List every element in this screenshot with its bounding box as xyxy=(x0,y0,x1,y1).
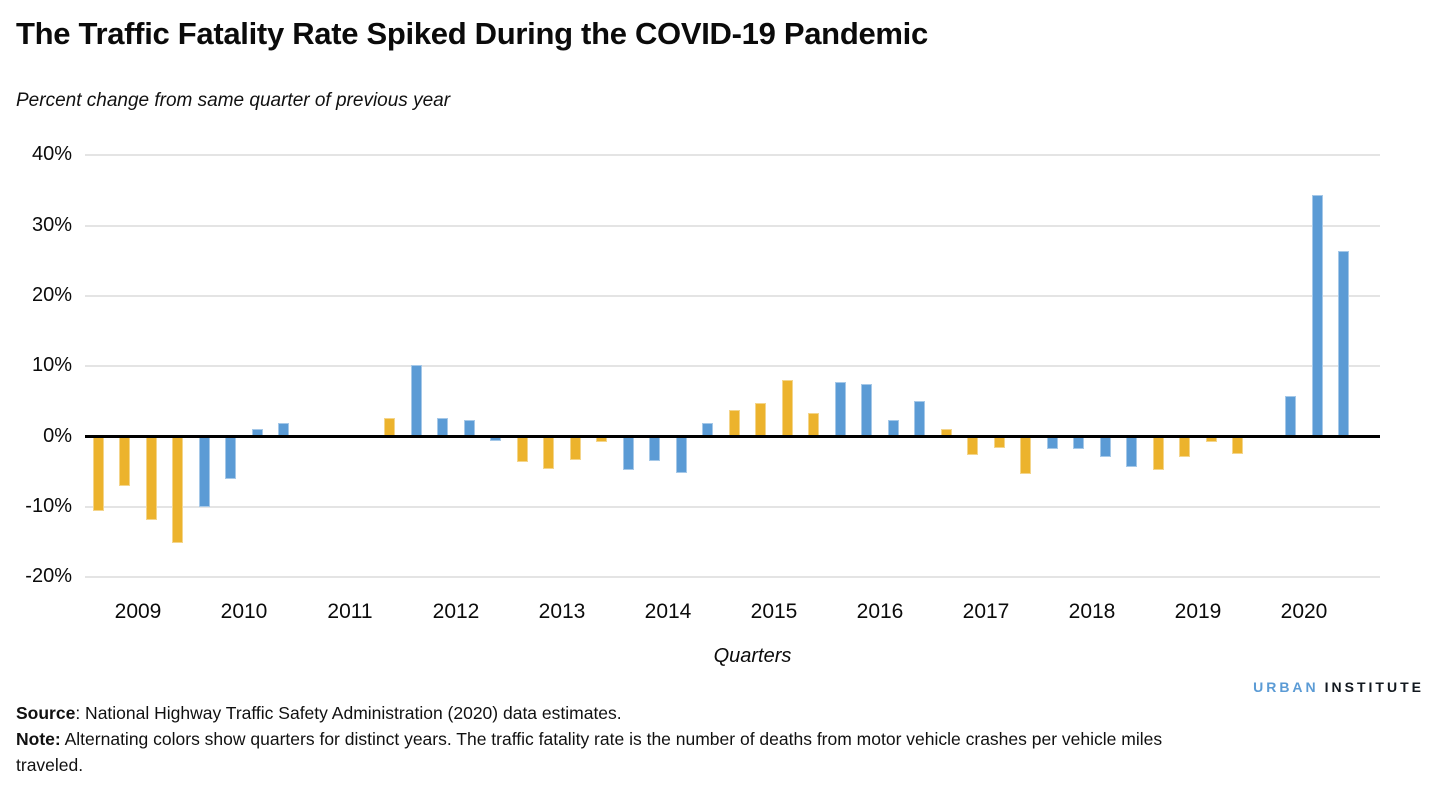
bar-2009-q2 xyxy=(119,436,131,487)
footer-notes: Source: National Highway Traffic Safety … xyxy=(16,700,1231,778)
bar-2020-q3 xyxy=(1311,195,1323,437)
bar-2011-q4 xyxy=(384,417,396,437)
bar-2013-q3 xyxy=(569,436,581,461)
x-axis-title: Quarters xyxy=(713,645,792,667)
gridline-30 xyxy=(85,224,1380,227)
bar-2020-q2 xyxy=(1285,395,1297,437)
x-axis-year-2011: 2011 xyxy=(327,600,373,623)
bar-2018-q4 xyxy=(1126,436,1138,467)
bar-2009-q4 xyxy=(172,436,184,543)
bar-2019-q1 xyxy=(1152,436,1164,470)
gridline-10 xyxy=(85,365,1380,368)
gridline-40 xyxy=(85,154,1380,157)
x-axis-year-2016: 2016 xyxy=(856,600,904,623)
bar-2015-q4 xyxy=(808,413,820,437)
y-axis-tick-0: 0% xyxy=(43,424,72,447)
x-axis-year-2019: 2019 xyxy=(1174,600,1222,623)
x-axis-year-2010: 2010 xyxy=(220,600,268,623)
bar-2010-q1 xyxy=(198,436,210,507)
bar-2012-q1 xyxy=(410,365,422,437)
x-axis-year-2014: 2014 xyxy=(644,600,692,623)
y-axis-tick-10: 10% xyxy=(31,354,72,377)
y-axis-tick-20: 20% xyxy=(31,283,72,306)
bar-2009-q3 xyxy=(145,436,157,521)
x-axis-year-2015: 2015 xyxy=(750,600,798,623)
source-line: Source: National Highway Traffic Safety … xyxy=(16,700,1231,726)
urban-institute-logo: URBAN INSTITUTE xyxy=(1253,679,1424,695)
bar-2016-q1 xyxy=(834,382,846,437)
bar-2013-q1 xyxy=(516,436,528,462)
chart-title: The Traffic Fatality Rate Spiked During … xyxy=(16,16,928,51)
x-axis-year-2013: 2013 xyxy=(538,600,586,623)
bar-2017-q4 xyxy=(1020,436,1032,475)
bar-2017-q2 xyxy=(967,436,979,456)
bar-2012-q3 xyxy=(463,419,475,437)
bar-2013-q2 xyxy=(543,436,555,469)
bar-2020-q4 xyxy=(1338,250,1350,437)
y-axis-tick-40: 40% xyxy=(31,143,72,166)
note-text: Alternating colors show quarters for dis… xyxy=(16,729,1163,775)
x-axis-year-2020: 2020 xyxy=(1280,600,1328,623)
bar-2010-q2 xyxy=(225,436,237,479)
logo-urban-text: URBAN xyxy=(1253,679,1319,695)
source-text: : National Highway Traffic Safety Admini… xyxy=(75,703,622,723)
bar-2018-q3 xyxy=(1099,436,1111,457)
chart-subtitle: Percent change from same quarter of prev… xyxy=(16,90,451,111)
x-axis-year-2018: 2018 xyxy=(1068,600,1116,623)
bar-2014-q2 xyxy=(649,436,661,462)
bar-2017-q3 xyxy=(993,436,1005,449)
gridline--20 xyxy=(85,576,1380,579)
bar-2014-q3 xyxy=(675,436,687,474)
bar-2016-q3 xyxy=(887,419,899,437)
bar-2012-q2 xyxy=(437,417,449,437)
bar-2018-q1 xyxy=(1046,436,1058,450)
x-axis-year-2017: 2017 xyxy=(962,600,1010,623)
bar-2016-q2 xyxy=(861,383,873,437)
bar-2014-q1 xyxy=(622,436,634,470)
bar-2015-q1 xyxy=(728,409,740,437)
bar-chart-plot-area: 40% 30% 20% 10% 0% -10% -20% 2009 2010 2011 2012 20… xyxy=(25,143,1380,667)
gridline-20 xyxy=(85,294,1380,297)
bar-2015-q3 xyxy=(781,380,793,437)
bar-2018-q2 xyxy=(1073,436,1085,450)
y-axis-tick--10: -10% xyxy=(25,494,72,517)
bar-2016-q4 xyxy=(914,400,926,437)
logo-institute-text: INSTITUTE xyxy=(1324,679,1424,695)
note-line: Note: Alternating colors show quarters f… xyxy=(16,726,1231,778)
x-axis-year-2009: 2009 xyxy=(114,600,162,623)
gridline--10 xyxy=(85,505,1380,508)
zero-axis-line xyxy=(85,435,1380,438)
x-axis-year-2012: 2012 xyxy=(432,600,480,623)
source-label: Source xyxy=(16,703,76,723)
bar-2019-q2 xyxy=(1179,436,1191,457)
bar-2015-q2 xyxy=(755,403,767,437)
y-axis-tick--20: -20% xyxy=(25,565,72,588)
note-label: Note: xyxy=(16,729,61,749)
y-axis-tick-30: 30% xyxy=(31,213,72,236)
bar-2019-q4 xyxy=(1232,436,1244,455)
bar-2009-q1 xyxy=(92,436,104,512)
